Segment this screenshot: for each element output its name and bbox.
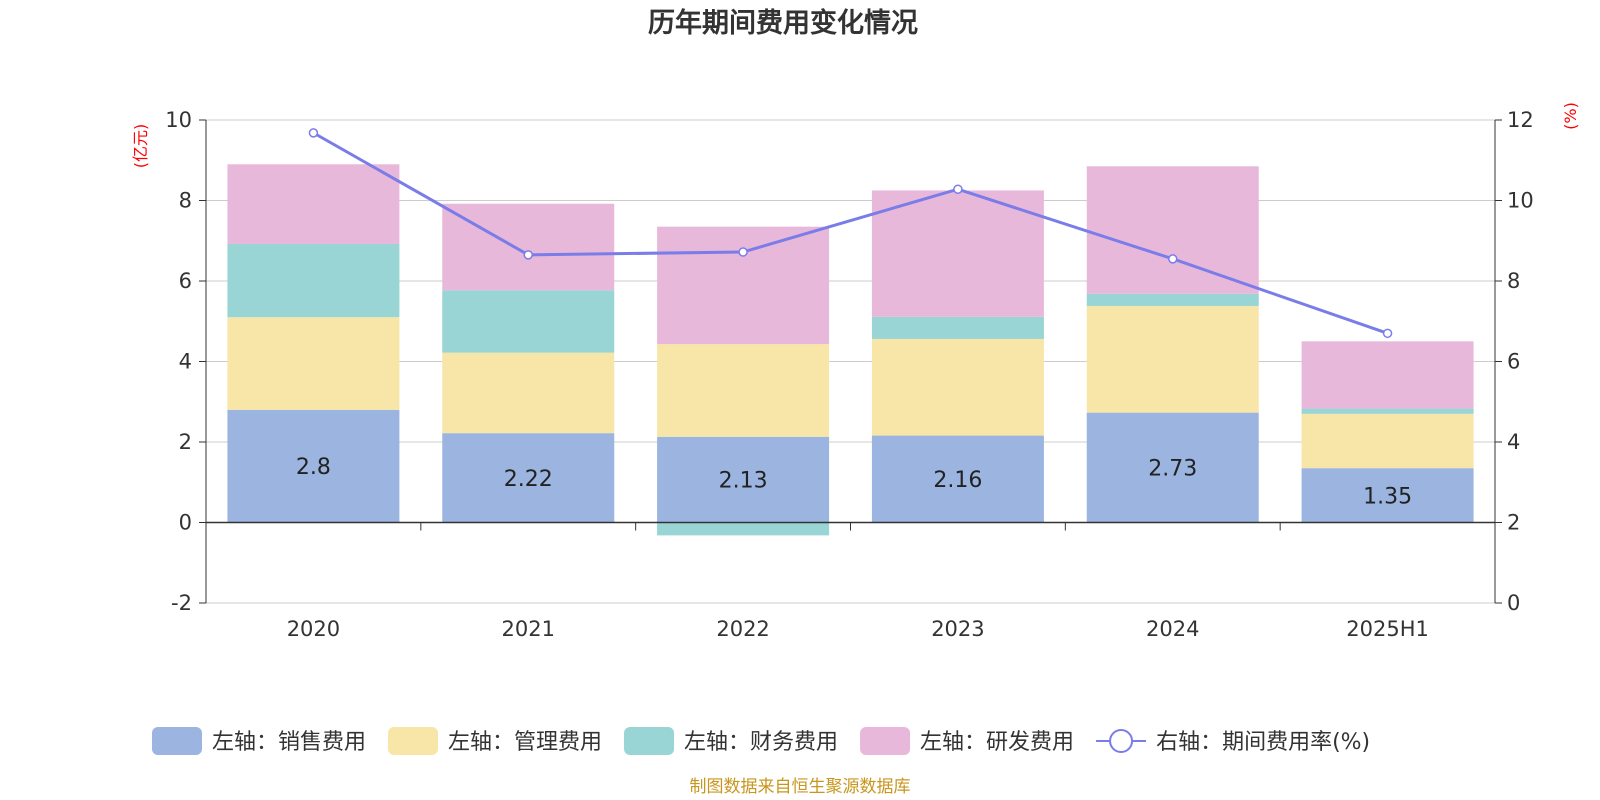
x-axis-tick-label: 2023 bbox=[931, 617, 984, 641]
rate-point bbox=[1168, 254, 1178, 264]
bar-value-label: 2.16 bbox=[933, 468, 982, 493]
line-layer bbox=[308, 128, 1393, 339]
bar-segment bbox=[1086, 412, 1259, 523]
bar-value-label: 2.73 bbox=[1148, 457, 1197, 482]
bar-value-label: 2.13 bbox=[719, 469, 768, 494]
rate-point bbox=[523, 250, 533, 260]
bar-segment bbox=[657, 522, 830, 536]
right-axis-tick-label: 8 bbox=[1507, 269, 1520, 293]
bar-segment bbox=[871, 435, 1044, 523]
bar-segment bbox=[871, 190, 1044, 317]
x-axis-tick-label: 2022 bbox=[716, 617, 769, 641]
right-axis-tick-label: 12 bbox=[1507, 108, 1534, 132]
right-axis-tick-label: 10 bbox=[1507, 189, 1534, 213]
left-axis-tick-label: -2 bbox=[171, 591, 192, 615]
bar-segment bbox=[1301, 408, 1474, 414]
legend-swatch bbox=[388, 727, 439, 755]
legend-label: 左轴：管理费用 bbox=[448, 730, 602, 755]
x-axis-tick-label: 2020 bbox=[287, 617, 340, 641]
legend-label: 左轴：销售费用 bbox=[212, 730, 366, 755]
bar-value-label: 2.22 bbox=[504, 467, 553, 492]
bar-segment bbox=[1086, 293, 1259, 306]
rate-line bbox=[312, 131, 1389, 335]
bar-segment bbox=[657, 226, 830, 345]
axis-layer: -2 0 2 4 6 8 10 0 2 4 6 8 10 12 2020 2021 2022 2023 2024 20… bbox=[165, 108, 1533, 641]
bar-segment bbox=[442, 203, 615, 291]
right-axis-tick-label: 0 bbox=[1507, 591, 1520, 615]
legend: 左轴：销售费用 左轴：管理费用 左轴：财务费用 左轴：研发费用 右轴：期间费用率(%) bbox=[152, 727, 1370, 755]
bar-segment bbox=[227, 317, 400, 410]
x-axis-tick-label: 2024 bbox=[1146, 617, 1199, 641]
right-axis-tick-label: 2 bbox=[1507, 511, 1520, 535]
bar-segment bbox=[442, 433, 615, 523]
legend-marker bbox=[1109, 729, 1134, 753]
x-axis-tick-label: 2025H1 bbox=[1346, 617, 1429, 641]
bar-value-label: 1.35 bbox=[1363, 484, 1412, 509]
x-axis-tick-label: 2021 bbox=[502, 617, 555, 641]
rate-point bbox=[1382, 328, 1393, 339]
legend-label: 右轴：期间费用率(%) bbox=[1156, 730, 1370, 755]
bar-segment bbox=[1301, 468, 1474, 523]
rate-point bbox=[308, 128, 319, 138]
bar-segment bbox=[1301, 341, 1474, 409]
left-axis-tick-label: 4 bbox=[179, 350, 192, 374]
left-axis-tick-label: 8 bbox=[179, 189, 192, 213]
legend-label: 左轴：研发费用 bbox=[920, 730, 1074, 755]
bar-segment bbox=[657, 344, 830, 437]
bar-segment bbox=[1086, 166, 1259, 294]
right-axis-tick-label: 6 bbox=[1507, 350, 1520, 374]
legend-swatch bbox=[860, 727, 911, 755]
legend-label: 左轴：财务费用 bbox=[684, 730, 838, 755]
bar-segment bbox=[227, 243, 400, 318]
bar-layer bbox=[227, 164, 1474, 536]
left-axis-unit: (亿元) bbox=[131, 124, 150, 169]
legend-swatch bbox=[152, 727, 202, 755]
bar-segment bbox=[1301, 413, 1474, 469]
chart-title: 历年期间费用变化情况 bbox=[648, 7, 918, 39]
left-axis-tick-label: 10 bbox=[165, 108, 192, 132]
bar-segment bbox=[871, 316, 1044, 339]
left-axis-tick-label: 0 bbox=[179, 511, 192, 535]
legend-swatch bbox=[624, 727, 675, 755]
bar-segment bbox=[227, 409, 400, 523]
right-axis-unit: (%) bbox=[1561, 102, 1580, 130]
bar-segment bbox=[871, 338, 1044, 436]
source-note: 制图数据来自恒生聚源数据库 bbox=[690, 777, 911, 797]
left-axis-tick-label: 6 bbox=[179, 269, 192, 293]
label-layer: 2.8 2.22 2.13 2.16 2.73 1.35 bbox=[296, 455, 1412, 509]
rate-point bbox=[953, 184, 963, 194]
right-axis-tick-label: 4 bbox=[1507, 430, 1520, 454]
bar-segment bbox=[657, 436, 830, 523]
bar-segment bbox=[227, 164, 400, 244]
rate-point bbox=[738, 247, 748, 257]
left-axis-tick-label: 2 bbox=[179, 430, 192, 454]
bar-value-label: 2.8 bbox=[296, 455, 331, 480]
bar-segment bbox=[442, 352, 615, 434]
bar-segment bbox=[1086, 305, 1259, 413]
bar-segment bbox=[442, 290, 615, 353]
